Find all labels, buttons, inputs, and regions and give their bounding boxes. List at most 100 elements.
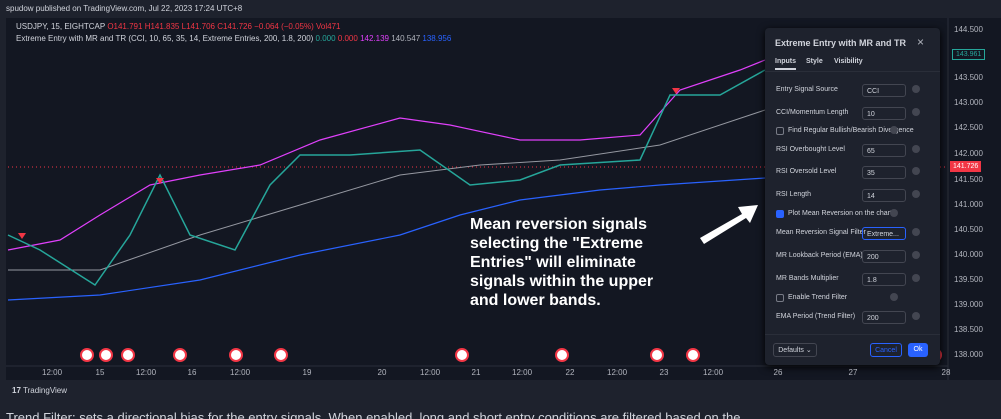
time-label: 12:00: [136, 368, 157, 377]
input[interactable]: 35: [862, 166, 906, 179]
label: Defaults: [778, 347, 804, 354]
price-label: 139.000: [954, 300, 983, 309]
volume: Vol471: [316, 22, 341, 31]
row-label: Find Regular Bullish/Bearish Divergence: [788, 127, 914, 134]
annotation-line: Mean reversion signals: [470, 216, 647, 233]
indicator-value: 138.956: [422, 34, 452, 43]
checkbox[interactable]: [776, 294, 784, 302]
annotation-line: signals within the upper: [470, 273, 654, 290]
time-label: 12:00: [512, 368, 533, 377]
indicator-value: 142.139: [360, 34, 389, 43]
price-label: 140.000: [954, 250, 983, 259]
divider: [765, 334, 940, 335]
indicator: Extreme Entry with MR and TR (CCI, 10, 6…: [16, 34, 314, 43]
bottom-bar: [6, 380, 1001, 400]
ok-button[interactable]: Ok: [908, 343, 928, 357]
time-label: 22: [565, 368, 575, 377]
upper-band: [7, 59, 766, 251]
ohlc: O141.791: [107, 22, 143, 31]
info-icon: [912, 85, 920, 93]
settings-dialog: Extreme Entry with MR and TR × Inputs St…: [765, 28, 940, 365]
time-label: 15: [95, 368, 105, 377]
time-label: 12:00: [420, 368, 441, 377]
tab[interactable]: Visibility: [834, 58, 863, 65]
price-label: 141.500: [954, 175, 983, 184]
info-icon: [912, 190, 920, 198]
time-label: 26: [773, 368, 783, 377]
input[interactable]: 200: [862, 250, 906, 263]
ohlc: C141.726: [217, 22, 252, 31]
price-label: 142.500: [954, 123, 983, 132]
checkbox[interactable]: [776, 127, 784, 135]
price-label: 144.500: [954, 25, 983, 34]
legend-line: USDJPY, 15, EIGHTCAP O141.791 H141.835 L…: [16, 22, 340, 31]
row-label: EMA Period (Trend Filter): [776, 313, 856, 320]
info-icon: [890, 209, 898, 217]
indicator-value: 0.000: [337, 34, 358, 43]
annotation-line: and lower bands.: [470, 292, 601, 309]
input[interactable]: 200: [862, 311, 906, 324]
row-label: RSI Length: [776, 191, 812, 198]
time-label: 16: [187, 368, 197, 377]
ohlc: H141.835: [144, 22, 180, 31]
row-label: Entry Signal Source: [776, 86, 838, 93]
brand-name: TradingView: [22, 386, 68, 395]
tab[interactable]: Inputs: [775, 58, 796, 70]
price-path: [7, 69, 766, 287]
tab[interactable]: Style: [806, 58, 823, 65]
divider: [765, 71, 940, 72]
input[interactable]: Extreme...: [862, 227, 906, 240]
info-icon: [912, 228, 920, 236]
info-icon: [912, 167, 920, 175]
lower-band: [7, 177, 766, 301]
indicator-value: 0.000: [315, 34, 336, 43]
annotation-line: Entries" will eliminate: [470, 254, 636, 271]
indicator-value: 140.547: [391, 34, 421, 43]
info-icon: [912, 145, 920, 153]
ema-line: [8, 109, 766, 271]
time-label: 19: [302, 368, 312, 377]
cancel-button[interactable]: Cancel: [870, 343, 902, 357]
close-button[interactable]: ×: [917, 35, 925, 49]
price-label: 141.000: [954, 200, 983, 209]
defaults-button[interactable]: Defaults ⌄: [773, 343, 817, 357]
price-label: 140.500: [954, 225, 983, 234]
info-icon: [912, 108, 920, 116]
annotation: Mean reversion signals selecting the "Ext…: [470, 215, 653, 310]
row-label: Mean Reversion Signal Filter: [776, 229, 866, 236]
input[interactable]: 10: [862, 107, 906, 120]
current-price: 141.726: [950, 161, 982, 172]
input[interactable]: 14: [862, 189, 906, 202]
time-label: 20: [377, 368, 387, 377]
info-icon: [912, 274, 920, 282]
price-label: 138.000: [954, 350, 983, 359]
info-icon: [912, 251, 920, 259]
caption: Trend Filter: sets a directional bias fo…: [6, 410, 741, 419]
time-label: 27: [848, 368, 858, 377]
last-value: 143.961: [952, 49, 986, 60]
row-label: MR Lookback Period (EMA): [776, 252, 863, 259]
signal-markers: [18, 88, 680, 239]
input[interactable]: 1.8: [862, 273, 906, 286]
input[interactable]: 65: [862, 144, 906, 157]
ohlc: L141.706: [181, 22, 215, 31]
row-label: Enable Trend Filter: [788, 294, 848, 301]
row-label: MR Bands Multiplier: [776, 275, 839, 282]
row-label: RSI Oversold Level: [776, 168, 837, 175]
checkbox[interactable]: [776, 210, 784, 218]
annotation-line: selecting the "Extreme: [470, 235, 643, 252]
input[interactable]: CCI: [862, 84, 906, 97]
published-line: spudow published on TradingView.com, Jul…: [6, 4, 243, 13]
time-label: 12:00: [607, 368, 628, 377]
price-label: 143.500: [954, 73, 983, 82]
info-icon: [890, 126, 898, 134]
brand: 17 TradingView: [12, 386, 68, 395]
info-icon: [912, 312, 920, 320]
arrow: [700, 205, 758, 244]
time-label: 12:00: [703, 368, 724, 377]
change: −0.064 (−0.05%): [254, 22, 314, 31]
time-label: 12:00: [230, 368, 251, 377]
symbol: USDJPY, 15, EIGHTCAP: [16, 22, 106, 31]
